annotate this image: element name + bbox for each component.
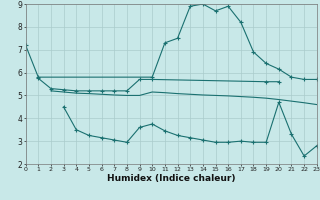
X-axis label: Humidex (Indice chaleur): Humidex (Indice chaleur) — [107, 174, 236, 183]
